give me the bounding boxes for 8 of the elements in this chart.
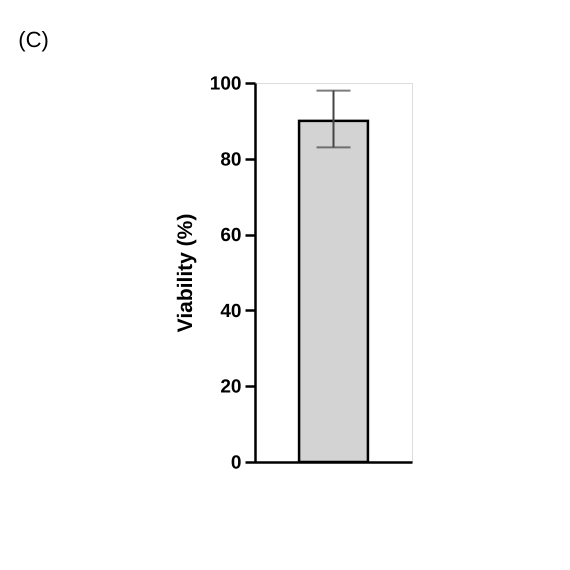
y-tick-label: 20 xyxy=(220,376,242,398)
y-tick-label: 80 xyxy=(220,149,242,170)
text: (C) xyxy=(18,27,49,52)
y-axis-title: Viability (%) xyxy=(174,214,197,332)
y-tick-label: 100 xyxy=(210,74,242,94)
y-tick-label: 40 xyxy=(220,300,242,322)
y-tick-label: 0 xyxy=(230,452,242,474)
y-tick-label: 60 xyxy=(220,225,242,246)
